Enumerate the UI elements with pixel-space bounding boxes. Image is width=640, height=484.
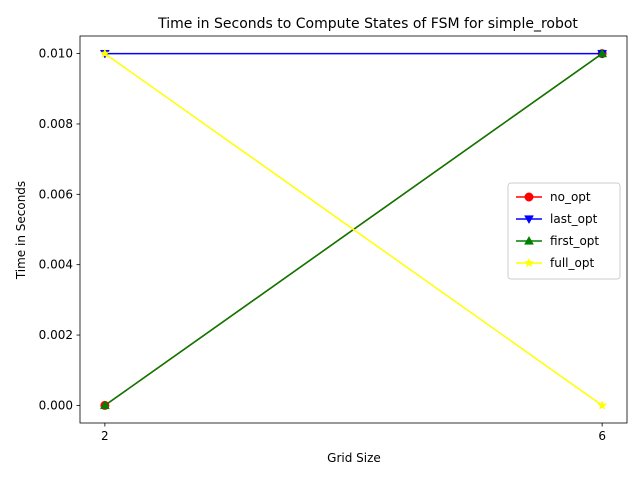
y-tick-label: 0.008 — [39, 117, 73, 131]
legend-marker-full_opt — [524, 257, 534, 268]
legend-label-first_opt: first_opt — [550, 234, 599, 248]
y-axis-label: Time in Seconds — [14, 181, 28, 280]
legend-marker-last_opt — [524, 215, 534, 225]
plot-area — [99, 48, 608, 410]
axes-frame — [79, 35, 628, 424]
data-point-full_opt — [99, 48, 110, 58]
chart-title: Time in Seconds to Compute States of FSM… — [157, 16, 578, 32]
y-tick-label: 0.010 — [39, 47, 73, 61]
series-line-full_opt — [104, 52, 603, 407]
legend-box — [507, 182, 621, 280]
data-point-full_opt — [597, 400, 608, 410]
x-tick-label: 6 — [598, 429, 606, 443]
legend-marker-first_opt — [524, 235, 534, 245]
y-tick-label: 0.002 — [39, 328, 73, 342]
y-tick-label: 0.006 — [39, 187, 73, 201]
data-point-first_opt — [597, 48, 608, 58]
legend-label-full_opt: full_opt — [550, 256, 594, 270]
x-tick-label: 2 — [101, 429, 109, 443]
y-tick-label: 0.000 — [39, 398, 73, 412]
legend-label-last_opt: last_opt — [550, 212, 598, 226]
data-point-first_opt — [99, 400, 110, 410]
axes: 2 6 0.000 0.002 0.004 0.006 0.008 0.010 — [39, 35, 628, 443]
legend-label-no_opt: no_opt — [550, 190, 591, 204]
y-tick-label: 0.004 — [39, 258, 73, 272]
legend: no_opt last_opt first_opt full_opt — [507, 182, 621, 280]
legend-marker-no_opt — [524, 192, 534, 202]
x-axis-label: Grid Size — [327, 451, 381, 465]
